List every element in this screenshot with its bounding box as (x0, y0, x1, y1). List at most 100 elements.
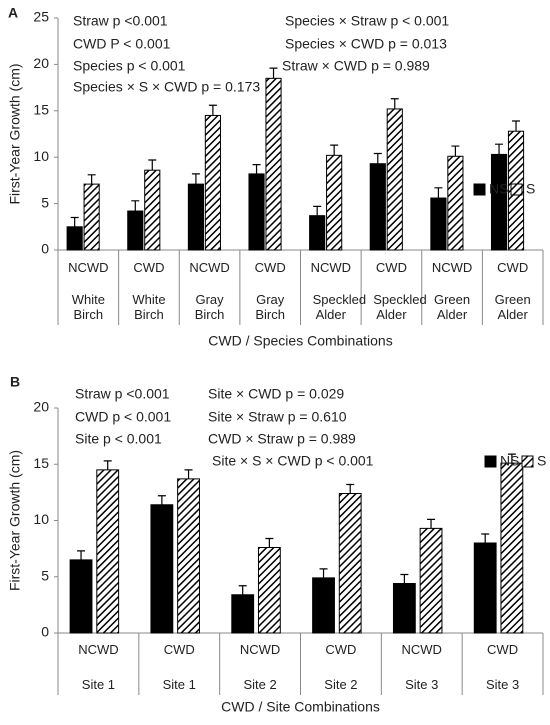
error-bar (191, 173, 200, 185)
bar (66, 226, 83, 251)
error-bar (451, 145, 460, 157)
y-tick-label: 5 (41, 194, 49, 210)
bar (309, 215, 326, 251)
error-bar (252, 164, 261, 174)
bar (144, 169, 161, 251)
bar (430, 197, 447, 251)
bar (500, 462, 524, 634)
error-bar (77, 550, 86, 560)
bar (447, 155, 464, 251)
x-tick-label: CWD (254, 260, 286, 275)
x-group-label: Gray Birch (194, 292, 225, 322)
x-tick-label: CWD (497, 260, 529, 275)
x-group-label: Site 1 (81, 677, 116, 692)
y-tick-label: 15 (33, 102, 49, 118)
x-group-label: Site 1 (162, 677, 196, 692)
x-group-label: Gray Birch (255, 292, 285, 322)
bar (312, 577, 335, 634)
panel-label: B (10, 374, 20, 390)
annotation: CWD × Straw p = 0.989 (208, 431, 356, 447)
bar (83, 183, 100, 251)
x-group-label: Speckled Alder (312, 292, 367, 322)
error-bar (507, 453, 516, 464)
annotation: Site × CWD p = 0.029 (208, 386, 344, 402)
bar (369, 163, 386, 251)
annotation: Species × S × CWD p = 0.173 (73, 79, 260, 95)
panel-label: A (8, 5, 18, 21)
x-tick-label: NCWD (431, 260, 473, 275)
error-bar (319, 568, 328, 578)
y-tick-label: 0 (41, 241, 49, 257)
annotation: Species × Straw p < 0.001 (285, 13, 449, 29)
error-bar (373, 152, 382, 164)
error-bar (434, 187, 443, 199)
bar (338, 493, 362, 634)
bar (204, 114, 221, 251)
annotation: Straw p <0.001 (75, 386, 170, 402)
bar (490, 153, 508, 251)
bar (69, 559, 93, 634)
y-tick-label: 10 (33, 511, 49, 527)
y-tick-label: 25 (33, 9, 49, 25)
bar (392, 583, 416, 634)
bar (177, 478, 200, 634)
x-tick-label: NCWD (310, 260, 352, 275)
y-tick-label: 0 (41, 624, 49, 640)
error-bar (265, 537, 274, 548)
error-bar (346, 483, 355, 494)
x-tick-label: CWD (325, 642, 357, 657)
bar (257, 547, 281, 634)
bar (96, 469, 120, 634)
bar (386, 108, 403, 251)
error-bar (330, 144, 339, 156)
y-tick-label: 20 (33, 55, 49, 71)
y-tick-label: 5 (41, 567, 49, 583)
annotation: Straw p <0.001 (73, 13, 168, 29)
legend-swatch (521, 455, 534, 468)
bar (231, 594, 255, 634)
annotation: Species p < 0.001 (73, 58, 186, 74)
error-bar (427, 518, 436, 529)
x-group-label: White Birch (132, 292, 166, 322)
error-bar (103, 460, 112, 470)
legend-swatch (510, 183, 523, 196)
legend-label: NS (500, 453, 519, 469)
bar (419, 527, 443, 634)
legend-label: S (526, 181, 535, 197)
error-bar (495, 143, 504, 155)
error-bar (512, 120, 521, 132)
x-tick-label: NCWD (68, 260, 109, 275)
error-bar (390, 98, 399, 109)
legend-swatch (473, 183, 486, 196)
bar (248, 173, 265, 251)
annotation: Species × CWD p = 0.013 (285, 36, 447, 52)
annotation: Site × S × CWD p < 0.001 (212, 453, 374, 469)
bar (150, 504, 174, 634)
annotation: Site p < 0.001 (75, 431, 162, 447)
annotation: Site × Straw p = 0.610 (208, 409, 347, 425)
x-tick-label: CWD (487, 642, 519, 657)
x-group-label: White Birch (71, 292, 105, 322)
x-tick-label: NCWD (239, 642, 281, 657)
y-axis-title: First-Year Growth (cm) (7, 450, 23, 591)
y-tick-label: 20 (33, 399, 49, 415)
error-bar (157, 495, 166, 505)
x-group-label: Site 2 (324, 677, 358, 692)
bar (265, 77, 282, 251)
x-tick-label: NCWD (189, 260, 230, 275)
y-tick-label: 10 (33, 148, 49, 164)
y-axis-title: First-Year Growth (cm) (7, 63, 23, 204)
error-bar (87, 174, 96, 185)
bar (187, 183, 204, 251)
error-bar (70, 216, 79, 227)
error-bar (400, 573, 409, 584)
y-tick-label: 15 (33, 455, 49, 471)
error-bar (481, 533, 490, 543)
annotation: Straw × CWD p = 0.989 (282, 58, 430, 74)
bar (127, 210, 144, 251)
x-group-label: Site 2 (243, 677, 277, 692)
error-bar (238, 585, 247, 595)
x-group-label: Site 3 (405, 677, 439, 692)
